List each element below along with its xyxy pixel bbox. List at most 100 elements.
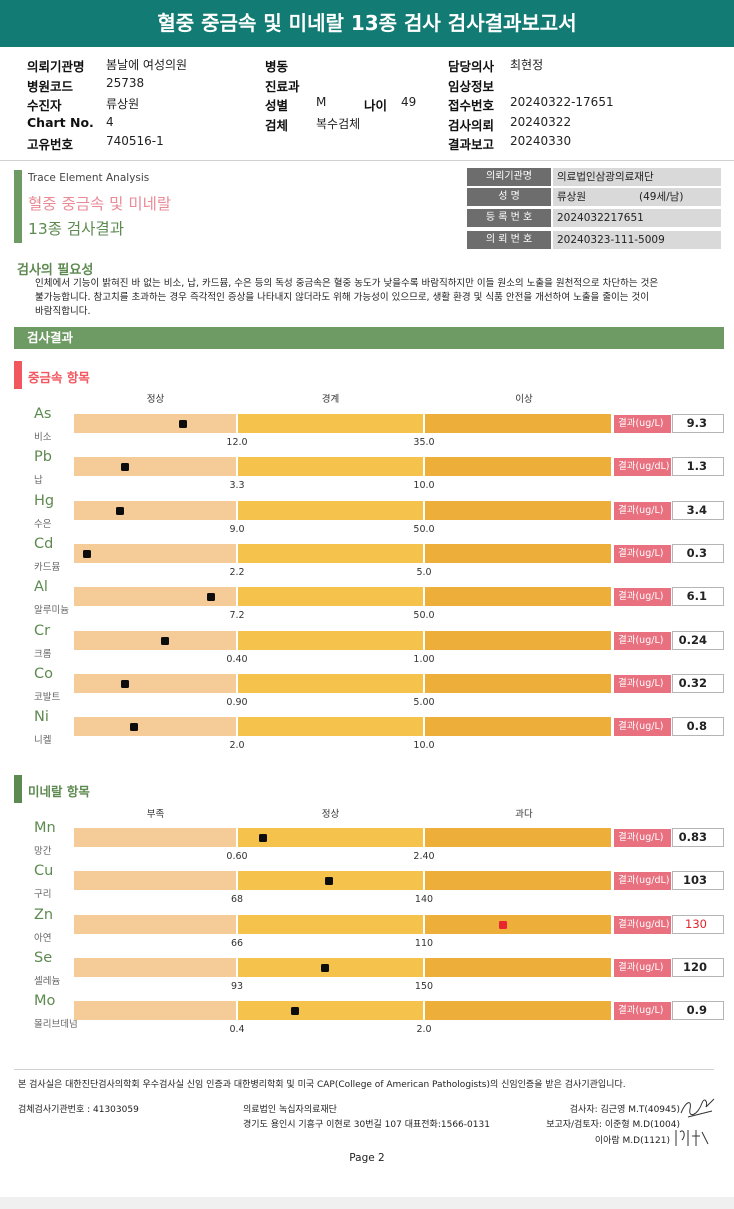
staff-name: 김근영 M.T(40945) (600, 1105, 680, 1115)
element-symbol: Cd (34, 535, 54, 552)
header-label: 나이 (364, 98, 388, 113)
range-high-segment (424, 587, 611, 607)
range-low-segment (74, 871, 237, 891)
threshold-high-label: 10.0 (413, 740, 435, 752)
range-low-segment (74, 414, 237, 433)
range-divider (423, 587, 425, 607)
range-divider (236, 500, 238, 520)
range-divider (423, 414, 425, 433)
column-label: 부족 (146, 809, 165, 820)
threshold-high-label: 10.0 (413, 480, 435, 492)
necessity-heading: 검사의 필요성 (17, 263, 94, 278)
staff-name: 이아람 M.D(1121) (594, 1136, 670, 1146)
range-divider (423, 957, 425, 977)
range-high-segment (424, 500, 611, 520)
range-divider (236, 414, 238, 433)
staff-line: 검사자: 김근영 M.T(40945) (500, 1102, 680, 1115)
intro-green-title: 13종 검사결과 (28, 220, 124, 238)
range-low-segment (74, 457, 237, 477)
signature-image (680, 1098, 715, 1118)
header-label: 진료과 (265, 79, 300, 94)
threshold-high-label: 110 (414, 937, 434, 949)
result-marker (83, 549, 92, 558)
staff-line: 보고자/검토자: 이준형 M.D(1004) (500, 1117, 680, 1130)
result-value: 1.3 (672, 457, 724, 477)
range-divider (423, 543, 425, 563)
range-mid-segment (237, 914, 424, 934)
threshold-high-label: 1.00 (413, 653, 435, 665)
result-value: 130 (672, 914, 724, 934)
necessity-text: 인체에서 기능이 밝혀진 바 없는 비소, 납, 카드뮴, 수은 등의 독성 중… (35, 277, 725, 319)
range-low-segment (74, 587, 237, 607)
staff-role: 검사자: (569, 1105, 598, 1115)
header-value: 봄날에 여성의원 (106, 58, 188, 72)
threshold-low-label: 66 (230, 937, 244, 949)
result-unit-label: 결과(ug/dL) (614, 872, 671, 891)
range-high-segment (424, 914, 611, 934)
org-address: 경기도 용인시 기흥구 이현로 30번길 107 대표전화:1566-0131 (243, 1120, 490, 1130)
range-high-segment (424, 717, 611, 737)
info-label: 성 명 (467, 188, 551, 206)
result-value: 103 (672, 871, 724, 891)
result-value: 9.3 (672, 414, 724, 433)
range-divider (236, 630, 238, 650)
range-divider (423, 914, 425, 934)
range-mid-segment (237, 587, 424, 607)
element-symbol: Pb (34, 449, 52, 466)
range-divider (423, 828, 425, 847)
result-value: 0.83 (672, 828, 724, 847)
range-divider (423, 1001, 425, 1021)
threshold-low-label: 3.3 (229, 480, 245, 492)
range-divider (236, 828, 238, 847)
header-label: 고유번호 (27, 137, 74, 152)
range-high-segment (424, 414, 611, 433)
report-title: 혈중 중금속 및 미네랄 13종 검사 검사결과보고서 (0, 0, 734, 47)
range-divider (423, 630, 425, 650)
threshold-low-label: 0.40 (226, 653, 248, 665)
range-high-segment (424, 673, 611, 693)
result-unit-label: 결과(ug/L) (614, 718, 671, 737)
threshold-high-label: 150 (414, 980, 434, 992)
element-symbol: Zn (34, 906, 54, 923)
range-divider (236, 914, 238, 934)
threshold-low-label: 0.90 (226, 696, 248, 708)
range-divider (236, 543, 238, 563)
range-mid-segment (237, 717, 424, 737)
element-name: 구리 (34, 889, 52, 901)
info-value-text: 의료법인삼광의료재단 (557, 171, 654, 183)
result-marker (206, 593, 215, 602)
header-label: Chart No. (27, 115, 94, 130)
range-mid-segment (237, 414, 424, 433)
info-value: 2024032217651 (553, 209, 721, 227)
info-label: 등 록 번 호 (467, 209, 551, 227)
result-unit-label: 결과(ug/L) (614, 415, 671, 433)
threshold-high-label: 50.0 (413, 610, 435, 622)
range-low-segment (74, 717, 237, 737)
page-number: Page 2 (349, 1152, 385, 1164)
necessity-line: 바람직합니다. (35, 306, 91, 317)
range-low-segment (74, 914, 237, 934)
result-unit-label: 결과(ug/L) (614, 1002, 671, 1021)
header-value: 20240322-17651 (510, 95, 614, 109)
threshold-low-label: 0.60 (226, 851, 248, 862)
threshold-low-label: 0.4 (229, 1024, 245, 1036)
agency-number: 검체검사기관번호 : 41303059 (18, 1105, 139, 1115)
range-mid-segment (237, 957, 424, 977)
header-value: 20240330 (510, 134, 572, 148)
info-value-text: 류상원 (557, 191, 586, 203)
range-high-segment (424, 871, 611, 891)
result-marker (179, 420, 188, 428)
range-divider (236, 871, 238, 891)
result-unit-label: 결과(ug/L) (614, 958, 671, 977)
result-marker (120, 679, 129, 688)
staff-role: 보고자/검토자: (546, 1120, 602, 1130)
range-low-segment (74, 630, 237, 650)
range-low-segment (74, 673, 237, 693)
result-marker (259, 834, 268, 842)
header-value: 복수검체 (316, 117, 361, 131)
column-label: 이상 (515, 394, 533, 405)
result-marker (120, 463, 129, 472)
section-accent-bar (14, 361, 22, 389)
header-label: 결과보고 (448, 137, 495, 152)
range-divider (423, 717, 425, 737)
